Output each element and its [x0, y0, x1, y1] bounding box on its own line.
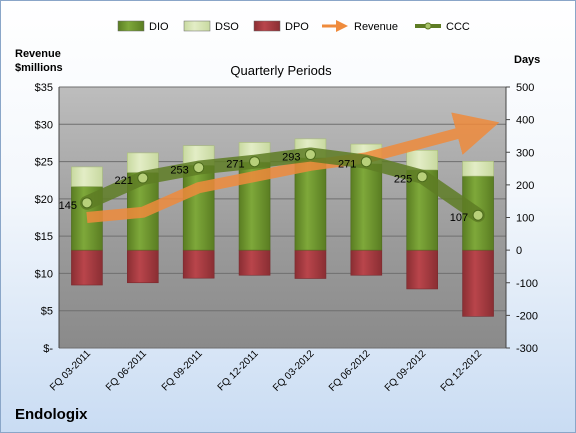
ccc-point — [193, 162, 205, 174]
right-tick-label: 200 — [516, 180, 534, 192]
legend-swatch-dio — [117, 20, 145, 32]
ccc-data-label: 225 — [394, 174, 412, 186]
right-tick-label: -200 — [516, 310, 538, 322]
right-tick-label: -300 — [516, 343, 538, 355]
bar-dso — [71, 166, 103, 187]
ccc-line — [79, 147, 486, 223]
chart-title: Quarterly Periods — [230, 63, 332, 78]
revenue-line — [86, 112, 500, 223]
left-tick-label: $20 — [35, 194, 53, 206]
x-tick-label: FQ 03-2012 — [271, 348, 317, 394]
x-tick-label: FQ 09-2012 — [383, 348, 429, 394]
left-tick-label: $- — [43, 343, 53, 355]
legend-label-ccc: CCC — [446, 21, 470, 33]
ccc-point — [137, 172, 149, 184]
legend-label-dpo: DPO — [285, 21, 309, 33]
bar-dio — [294, 157, 327, 251]
legend-label-dso: DSO — [215, 21, 239, 33]
bar-dpo — [71, 249, 103, 286]
ccc-point — [360, 156, 372, 168]
legend-swatch-dso — [183, 20, 211, 32]
left-tick-label: $15 — [35, 231, 53, 243]
right-tick-label: 400 — [516, 115, 534, 127]
legend-label-revenue: Revenue — [354, 21, 398, 33]
ccc-point — [304, 149, 316, 161]
left-tick-label: $5 — [41, 306, 53, 318]
bar-dpo — [294, 249, 327, 279]
left-axis-title-line2: $millions — [15, 62, 63, 74]
x-tick-label: FQ 12-2011 — [216, 348, 261, 393]
left-axis-title-line1: Revenue — [15, 48, 61, 60]
x-tick-label: FQ 06-2011 — [104, 348, 149, 393]
left-tick-label: $30 — [35, 119, 53, 131]
bar-dpo — [406, 249, 438, 290]
company-name: Endologix — [15, 406, 88, 423]
left-tick-label: $25 — [35, 157, 53, 169]
x-tick-label: FQ 03-2011 — [48, 348, 93, 393]
right-tick-label: 300 — [516, 147, 534, 159]
left-tick-label: $10 — [35, 268, 53, 280]
right-tick-label: 0 — [516, 245, 522, 257]
legend-label-dio: DIO — [149, 21, 169, 33]
ccc-data-label: 107 — [450, 212, 468, 224]
ccc-point — [416, 171, 428, 183]
x-tick-label: FQ 06-2012 — [327, 348, 373, 394]
ccc-data-label: 293 — [282, 152, 300, 164]
legend-marker-ccc — [424, 22, 432, 30]
ccc-point — [249, 156, 261, 168]
ccc-data-label: 253 — [170, 165, 188, 177]
ccc-point — [81, 197, 93, 209]
right-tick-label: 100 — [516, 213, 534, 225]
ccc-data-label: 221 — [114, 175, 132, 187]
bar-dpo — [350, 249, 383, 276]
right-tick-label: -100 — [516, 278, 538, 290]
ccc-data-label: 271 — [338, 159, 356, 171]
ccc-data-label: 271 — [226, 159, 244, 171]
x-tick-label: FQ 09-2011 — [160, 348, 205, 393]
ccc-point — [472, 209, 484, 221]
legend-swatch-dpo — [253, 20, 281, 32]
x-tick-label: FQ 12-2012 — [439, 348, 485, 394]
bar-dpo — [462, 249, 494, 317]
bar-dpo — [127, 249, 159, 284]
left-tick-label: $35 — [35, 82, 53, 94]
bar-dio — [182, 165, 215, 251]
ccc-data-label: 145 — [59, 200, 77, 212]
bar-dio — [350, 163, 383, 251]
bar-dso — [462, 161, 494, 177]
bar-dpo — [182, 249, 215, 279]
right-tick-label: 500 — [516, 82, 534, 94]
bar-dpo — [238, 249, 271, 276]
right-axis-title: Days — [514, 54, 540, 66]
